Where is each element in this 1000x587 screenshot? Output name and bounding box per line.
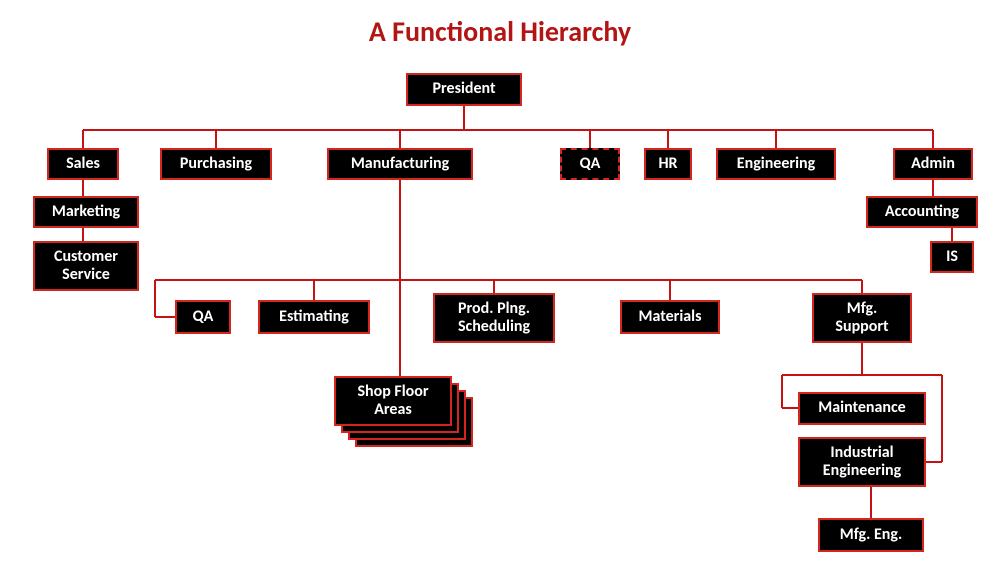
node-marketing: Marketing	[33, 196, 139, 228]
node-accounting: Accounting	[866, 196, 978, 228]
node-prodplng: Prod. Plng. Scheduling	[433, 293, 555, 343]
node-sales: Sales	[47, 148, 119, 180]
node-admin: Admin	[893, 148, 973, 180]
node-mfgsupport: Mfg. Support	[812, 293, 912, 343]
diagram-title: A Functional Hierarchy	[369, 14, 631, 49]
node-industrial: Industrial Engineering	[798, 437, 926, 487]
node-estimating: Estimating	[258, 300, 370, 334]
diagram-canvas: A Functional Hierarchy President Sales Pur…	[0, 0, 1000, 587]
node-maintenance: Maintenance	[798, 392, 926, 425]
node-qa2: QA	[175, 300, 231, 334]
node-is: IS	[930, 241, 974, 273]
node-shopfloor: Shop Floor Areas	[334, 376, 452, 426]
node-purchasing: Purchasing	[160, 148, 272, 180]
node-materials: Materials	[620, 300, 720, 334]
node-manufacturing: Manufacturing	[327, 148, 473, 180]
node-hr: HR	[644, 148, 692, 180]
node-president: President	[406, 73, 522, 106]
node-engineering: Engineering	[716, 148, 836, 180]
node-customer: Customer Service	[33, 241, 139, 291]
node-qa: QA	[560, 148, 620, 180]
node-mfgeng: Mfg. Eng.	[818, 518, 924, 552]
